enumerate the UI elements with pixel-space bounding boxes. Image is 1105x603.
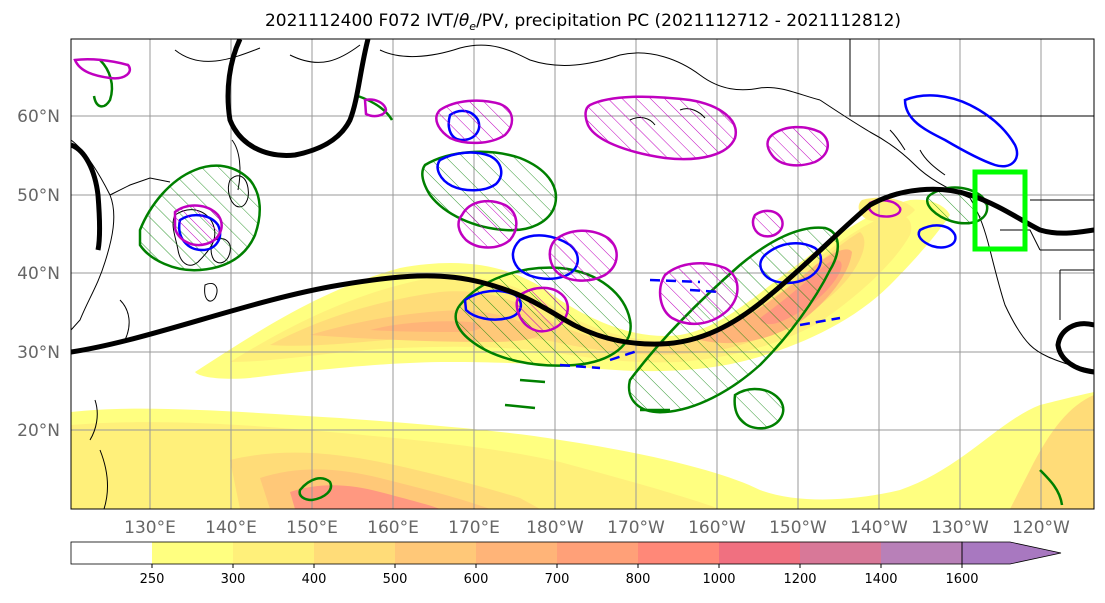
colorbar-segment xyxy=(638,542,719,564)
colorbar-tick-label: 1200 xyxy=(783,572,816,587)
lat-label: 60°N xyxy=(17,107,60,127)
lon-label: 120°W xyxy=(1012,518,1070,538)
colorbar-tick-label: 1000 xyxy=(702,572,735,587)
lon-label: 170°E xyxy=(448,518,500,538)
lat-label: 20°N xyxy=(17,421,60,441)
map-panel xyxy=(70,38,1095,510)
lon-label: 170°W xyxy=(607,518,665,538)
lon-label: 140°E xyxy=(205,518,257,538)
pv-contours xyxy=(177,94,1019,370)
lon-label: 160°E xyxy=(367,518,419,538)
jet-contours xyxy=(71,39,1094,375)
latitude-labels: 60°N 50°N 40°N 30°N 20°N xyxy=(17,107,60,441)
colorbar-frame xyxy=(70,541,963,565)
colorbar-tick-label: 500 xyxy=(383,572,408,587)
colorbar-tick-label: 700 xyxy=(545,572,570,587)
colorbar-tick-label: 300 xyxy=(221,572,246,587)
colorbar-tick-label: 250 xyxy=(140,572,165,587)
colorbar-extend-arrow xyxy=(961,541,1062,565)
precip-pc-contours xyxy=(73,57,902,333)
colorbar-segment xyxy=(314,542,395,564)
colorbar-tick-label: 1600 xyxy=(945,572,978,587)
lon-label: 140°W xyxy=(850,518,908,538)
colorbar-segment xyxy=(881,542,962,564)
lat-label: 40°N xyxy=(17,264,60,284)
longitude-labels: 130°E 140°E 150°E 160°E 170°E 180°W 170°… xyxy=(124,518,1070,538)
lon-label: 180°W xyxy=(526,518,584,538)
lon-label: 130°E xyxy=(124,518,176,538)
lat-label: 50°N xyxy=(17,186,60,206)
colorbar-segment xyxy=(152,542,233,564)
colorbar-tick-label: 1400 xyxy=(864,572,897,587)
colorbar-segment xyxy=(395,542,476,564)
lat-label: 30°N xyxy=(17,343,60,363)
lon-label: 150°W xyxy=(769,518,827,538)
map-frame xyxy=(70,38,1095,510)
colorbar: 250 300 400 500 600 700 800 1000 1200 1400 1600 xyxy=(70,541,1062,587)
colorbar-segment xyxy=(233,542,314,564)
colorbar-segment xyxy=(71,542,152,564)
colorbar-tick-label: 800 xyxy=(626,572,651,587)
colorbar-tick-label: 600 xyxy=(464,572,489,587)
colorbar-segment xyxy=(719,542,800,564)
colorbar-segment xyxy=(557,542,638,564)
lon-label: 150°E xyxy=(286,518,338,538)
lon-label: 130°W xyxy=(931,518,989,538)
lon-label: 160°W xyxy=(688,518,746,538)
chart-title: 2021112400 F072 IVT/θe/PV, precipitation… xyxy=(265,11,901,33)
colorbar-tick-label: 400 xyxy=(302,572,327,587)
colorbar-segment xyxy=(476,542,557,564)
colorbar-segment xyxy=(800,542,881,564)
target-region-box xyxy=(972,169,1028,252)
